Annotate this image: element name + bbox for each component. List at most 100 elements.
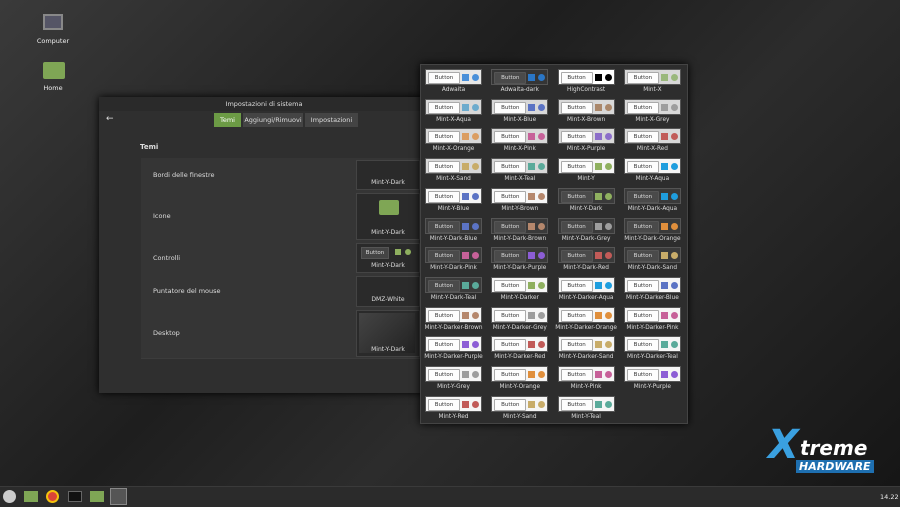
theme-tile[interactable]: Button [491,366,549,382]
theme-preview[interactable]: DMZ-White [356,276,420,307]
theme-preview[interactable]: Button Mint-Y-Dark [356,243,420,273]
tab[interactable]: Impostazioni [305,113,358,127]
menu-button[interactable] [3,490,16,503]
theme-name: Mint-Y-Purple [633,384,671,390]
theme-tile[interactable]: Button [425,69,482,85]
theme-tile[interactable]: Button [557,187,615,204]
theme-tile[interactable]: Button [425,276,482,293]
home-icon[interactable] [43,62,65,79]
checkbox [462,74,469,81]
theme-tile[interactable]: Button [491,217,549,234]
preview-button: Button [626,131,659,144]
settings-row: Bordi delle finestre Mint-Y-Dark [141,158,431,192]
checkbox [528,103,536,111]
preview-button: Button [560,161,593,174]
active-window[interactable] [110,488,127,505]
preview-button: Button [626,309,659,322]
theme-tile[interactable]: Button [425,128,482,145]
launcher[interactable] [46,490,59,503]
theme-tile[interactable]: Button [425,247,482,264]
theme-tile[interactable]: Button [425,98,482,115]
tab[interactable]: Temi [214,113,241,127]
back-button[interactable]: ← [106,114,114,124]
theme-tile[interactable]: Button [557,395,615,412]
preview-button: Button [428,309,460,322]
theme-name: Mint-Y-Dark [371,262,405,269]
theme-tile[interactable]: Button [623,69,681,85]
theme-tile[interactable]: Button [557,69,615,85]
theme-tile[interactable]: Button [491,276,549,293]
theme-tile[interactable]: Button [491,187,549,204]
preview-button: Button [494,101,527,114]
theme-tile[interactable]: Button [557,276,615,293]
radio [670,74,678,81]
theme-tile[interactable]: Button [557,336,615,353]
theme-tile[interactable]: Button [557,128,615,145]
theme-tile[interactable]: Button [425,306,482,323]
theme-tile[interactable]: Button [623,366,681,382]
radio [604,281,612,289]
theme-tile[interactable]: Button [491,128,549,145]
theme-tile[interactable]: Button [557,247,615,264]
checkbox [528,222,536,230]
row-label: Controlli [153,253,181,262]
theme-tile[interactable]: Button [623,217,681,234]
checkbox [528,400,536,408]
theme-name: Mint-Y-Grey [437,384,470,390]
theme-tile[interactable]: Button [557,217,615,234]
theme-tile[interactable]: Button [557,98,615,115]
theme-tile[interactable]: Button [491,306,549,323]
checkbox [462,192,469,200]
theme-name: Mint-X-Teal [504,176,536,183]
theme-tile[interactable]: Button [491,395,549,412]
theme-tile[interactable]: Button [557,306,615,323]
theme-tile[interactable]: Button [491,158,549,175]
theme-tile[interactable]: Button [623,247,681,264]
preview-button: Button [560,72,593,84]
theme-tile[interactable]: Button [623,128,681,145]
theme-tile[interactable]: Button [623,306,681,323]
launcher[interactable] [24,491,38,502]
folder-icon [379,200,399,215]
theme-tile[interactable]: Button [623,276,681,293]
checkbox [528,133,536,141]
theme-tile[interactable]: Button [623,336,681,353]
theme-tile[interactable]: Button [623,187,681,204]
row-label: Icone [153,212,171,220]
computer-icon[interactable] [43,14,63,30]
theme-name: Mint-Y-Dark-Brown [493,235,547,242]
checkbox [594,222,602,230]
launcher[interactable] [90,491,104,502]
theme-tile[interactable]: Button [491,336,549,353]
theme-preview[interactable]: Mint-Y-Dark [356,310,420,357]
launcher[interactable] [68,491,82,502]
theme-preview[interactable]: Mint-Y-Dark [356,160,420,190]
theme-name: Mint-X-Brown [567,116,606,123]
icon-label: Computer [36,37,70,45]
radio [538,192,546,200]
theme-preview[interactable]: Mint-Y-Dark [356,193,420,240]
tab[interactable]: Aggiungi/Rimuovi [243,113,303,127]
theme-tile[interactable]: Button [425,187,482,204]
theme-name: Mint-Y-Dark-Grey [561,235,611,242]
radio [670,371,678,378]
preview-button: Button [626,220,659,233]
theme-tile[interactable]: Button [623,158,681,175]
checkbox [594,252,602,260]
theme-tile[interactable]: Button [557,366,615,382]
radio [472,74,479,81]
radio [604,341,612,349]
theme-name: Mint-Y-Pink [570,384,602,390]
checkbox [462,252,469,260]
theme-tile[interactable]: Button [425,336,482,353]
theme-tile[interactable]: Button [623,98,681,115]
theme-tile[interactable]: Button [425,158,482,175]
theme-tile[interactable]: Button [425,395,482,412]
theme-tile[interactable]: Button [491,69,549,85]
preview-button: Button [428,220,460,233]
theme-tile[interactable]: Button [557,158,615,175]
theme-tile[interactable]: Button [491,98,549,115]
theme-tile[interactable]: Button [425,366,482,382]
theme-tile[interactable]: Button [491,247,549,264]
theme-tile[interactable]: Button [425,217,482,234]
